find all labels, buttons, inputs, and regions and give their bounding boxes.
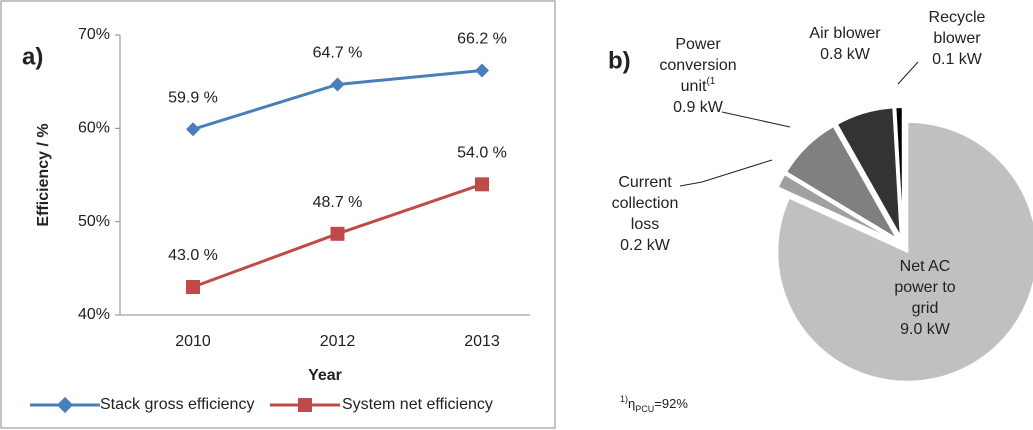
y-axis-label: Efficiency / % — [35, 123, 52, 226]
value-label: 66.2 % — [457, 31, 507, 48]
leader-line — [721, 111, 791, 128]
y-tick-label: 50% — [78, 213, 110, 230]
value-label: 43.0 % — [168, 247, 218, 264]
category-label: Power — [675, 36, 721, 53]
y-tick-label: 70% — [78, 26, 110, 43]
leader-line — [679, 159, 773, 187]
marker — [475, 177, 489, 192]
marker — [186, 122, 200, 137]
category-label: collection — [612, 195, 679, 212]
x-axis-label: Year — [308, 367, 342, 384]
category-label: blower — [933, 30, 981, 47]
pie-label: Net AC power to grid 9.0 kW — [894, 258, 955, 338]
leader-line — [897, 61, 919, 85]
panel-label: a) — [22, 43, 43, 70]
legend-marker — [30, 396, 100, 414]
marker — [330, 226, 345, 241]
panel-label: b) — [608, 47, 631, 74]
category-label: conversion — [659, 57, 736, 74]
y-tick-label: 40% — [78, 306, 110, 323]
category-label: Air blower — [809, 25, 881, 42]
value-label: 9.0 kW — [900, 321, 951, 338]
pie-label: Air blower 0.8 kW — [809, 25, 881, 63]
category-label: loss — [631, 216, 659, 233]
svg-text:1)ηPCU=92%: 1)ηPCU=92% — [620, 394, 688, 414]
legend-marker — [298, 398, 312, 412]
pie-slice — [776, 120, 1033, 383]
y-tick-label: 60% — [78, 120, 110, 137]
category-text: unit — [681, 78, 707, 95]
category-label: Current — [618, 174, 672, 191]
x-tick-label: 2013 — [464, 333, 500, 350]
marker — [186, 280, 200, 294]
x-tick-label: 2010 — [175, 333, 211, 350]
value-label: 54.0 % — [457, 145, 507, 162]
footnote-marker: 1) — [620, 394, 628, 404]
pie-label: Power conversion unit(1 0.9 kW — [659, 36, 736, 116]
footnote-symbol: η — [628, 396, 635, 411]
value-label: 0.9 kW — [673, 99, 724, 116]
value-label: 0.1 kW — [932, 51, 983, 68]
panel-border — [0, 0, 556, 429]
value-label: 48.7 % — [313, 194, 363, 211]
pie-slice — [784, 124, 901, 243]
pie-slice — [894, 106, 904, 238]
footnote-sub: PCU — [635, 404, 654, 414]
category-label: power to — [894, 279, 955, 296]
value-label: 59.9 % — [168, 89, 218, 106]
marker — [330, 77, 345, 92]
marker — [475, 63, 489, 78]
pie-label: Current collection loss 0.2 kW — [612, 174, 679, 254]
value-label: 0.2 kW — [620, 237, 671, 254]
category-note: (1 — [706, 76, 715, 87]
pie-slice — [776, 172, 897, 243]
pie-slice — [835, 106, 902, 238]
category-label: unit(1 — [681, 76, 716, 95]
footnote-text: =92% — [654, 396, 688, 411]
legend-label: Stack gross efficiency — [100, 396, 254, 413]
pie-label: Recycle blower 0.1 kW — [929, 9, 986, 68]
footnote: 1)ηPCU=92% — [620, 394, 688, 414]
x-tick-label: 2012 — [320, 333, 356, 350]
value-label: 0.8 kW — [820, 46, 871, 63]
category-label: grid — [912, 300, 939, 317]
category-label: Recycle — [929, 9, 986, 26]
legend-label: System net efficiency — [342, 396, 493, 413]
value-label: 64.7 % — [313, 45, 363, 62]
category-label: Net AC — [900, 258, 951, 275]
